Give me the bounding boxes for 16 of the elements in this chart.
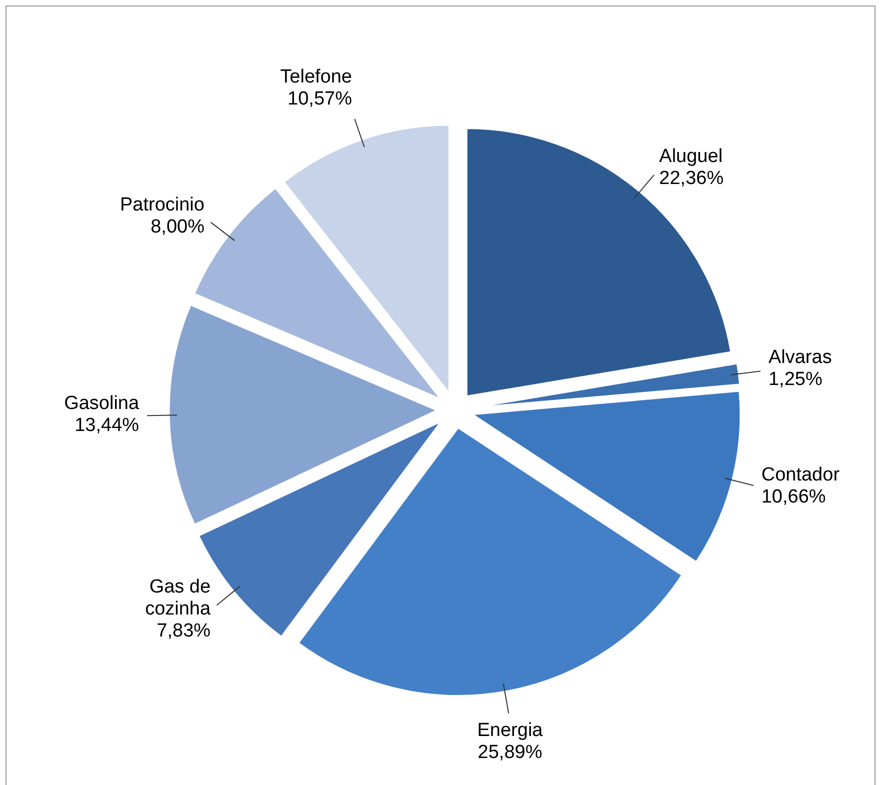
slice-label: Gasolina xyxy=(64,392,140,414)
slice-label: Aluguel xyxy=(659,146,723,167)
data-label: 8,00% xyxy=(150,216,205,238)
data-label: 25,89% xyxy=(478,742,542,764)
slice-label: Patrocinio xyxy=(120,194,204,216)
data-label: 10,66% xyxy=(761,486,826,508)
slice-label: Energia xyxy=(477,720,544,742)
slice-label: Contador xyxy=(761,464,840,486)
data-label: 22,36% xyxy=(659,168,724,189)
data-label: 1,25% xyxy=(768,369,822,390)
data-label: 10,57% xyxy=(288,88,352,110)
slice-label: Gas de cozinha xyxy=(145,576,211,620)
slice-label: Telefone xyxy=(280,66,352,88)
data-label: 7,83% xyxy=(156,620,211,642)
slice-label: Alvaras xyxy=(768,347,832,368)
data-label: 13,44% xyxy=(74,414,140,436)
